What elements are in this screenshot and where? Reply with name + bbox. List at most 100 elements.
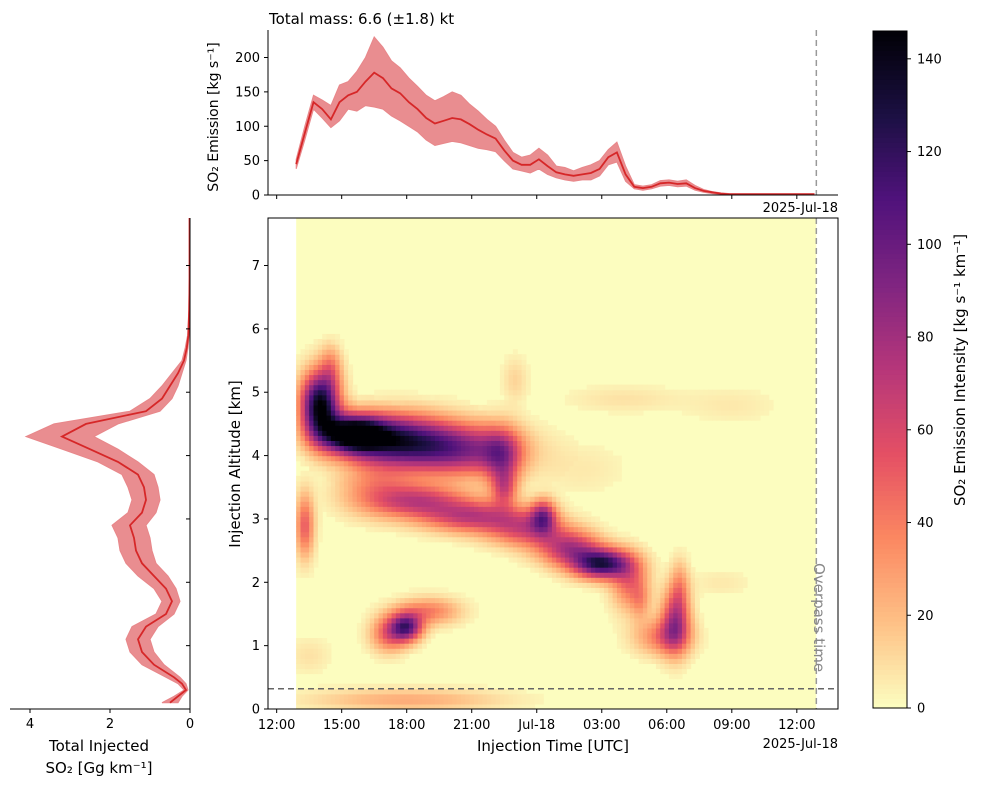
heatmap-cell [660, 658, 666, 664]
heatmap-cell [365, 415, 371, 421]
heatmap-cell [456, 501, 462, 507]
heatmap-cell [296, 668, 302, 675]
heatmap-cell [660, 612, 666, 619]
heatmap-cell [382, 389, 388, 396]
heatmap-cell [348, 425, 354, 431]
heatmap-cell [512, 460, 518, 467]
heatmap-cell [430, 475, 436, 482]
heatmap-cell [608, 617, 614, 624]
heatmap-cell [426, 526, 432, 533]
heatmap-cell [387, 496, 393, 502]
heatmap-cell [577, 389, 583, 396]
heatmap-cell [417, 415, 423, 421]
heatmap-cell [573, 440, 579, 447]
heatmap-cell [491, 703, 497, 709]
heatmap-cell [586, 556, 592, 563]
heatmap-cell [647, 632, 653, 639]
heatmap-cell [517, 470, 523, 477]
heatmap-cell [335, 693, 341, 700]
heatmap-cell [642, 602, 648, 609]
heatmap-cell [356, 511, 362, 517]
heatmap-cell [408, 465, 414, 472]
heatmap-cell [694, 638, 700, 644]
heatmap-cell [309, 668, 315, 675]
heatmap-cell [499, 698, 505, 705]
heatmap-cell [447, 693, 453, 700]
heatmap-cell [404, 683, 410, 690]
heatmap-cell [300, 572, 306, 578]
heatmap-cell [296, 551, 302, 558]
heatmap-cell [564, 572, 570, 578]
heatmap-cell [400, 648, 406, 654]
heatmap-cell [608, 404, 614, 411]
heatmap-cell [322, 435, 328, 441]
heatmap-cell [590, 567, 596, 573]
heatmap-cell [348, 465, 354, 472]
heatmap-cell [564, 506, 570, 512]
heatmap-cell [469, 607, 475, 614]
heatmap-cell [668, 597, 674, 604]
heatmap-cell [326, 688, 332, 695]
heatmap-cell [322, 344, 328, 350]
heatmap-cell [642, 638, 648, 644]
heatmap-cell [387, 420, 393, 426]
heatmap-cell [369, 460, 375, 467]
heatmap-cell [599, 546, 605, 553]
heatmap-cell [651, 394, 657, 401]
heatmap-cell [499, 435, 505, 441]
heatmap-cell [547, 521, 553, 528]
heatmap-cell [612, 460, 618, 467]
heatmap-cell [690, 643, 696, 649]
heatmap-cell [317, 531, 323, 538]
heatmap-cell [421, 480, 427, 487]
heatmap-cell [586, 582, 592, 588]
heatmap-cell [317, 374, 323, 381]
heatmap-cell [478, 435, 484, 441]
heatmap-cell [309, 480, 315, 487]
heatmap-cell [443, 409, 449, 416]
heatmap-cell [495, 475, 501, 482]
heatmap-cell [612, 622, 618, 629]
heatmap-cell [456, 622, 462, 629]
heatmap-cell [551, 480, 557, 487]
heatmap-cell [512, 379, 518, 386]
heatmap-cell [413, 648, 419, 654]
heatmap-cell [655, 567, 661, 573]
heatmap-cell [621, 643, 627, 649]
heatmap-cell [335, 511, 341, 517]
heatmap-cell [482, 404, 488, 411]
heatmap-cell [304, 349, 310, 355]
heatmap-cell [625, 394, 631, 401]
heatmap-cell [395, 703, 401, 709]
heatmap-cell [521, 688, 527, 695]
heatmap-cell [512, 521, 518, 528]
heatmap-cell [612, 404, 618, 411]
left-x-label-line2: SO₂ [Gg km⁻¹] [46, 759, 153, 777]
heatmap-cell [538, 526, 544, 533]
heatmap-cell [348, 430, 354, 436]
heatmap-cell [343, 359, 349, 365]
heatmap-cell [309, 445, 315, 452]
heatmap-cell [313, 384, 319, 391]
heatmap-cell [304, 703, 310, 709]
heatmap-cell [452, 506, 458, 512]
heatmap-cell [599, 572, 605, 578]
heatmap-cell [651, 562, 657, 568]
heatmap-cell [690, 612, 696, 619]
heatmap-cell [434, 420, 440, 426]
heatmap-cells [296, 218, 817, 709]
heatmap-cell [309, 693, 315, 700]
heatmap-cell [452, 597, 458, 604]
heatmap-cell [551, 516, 557, 523]
heatmap-cell [525, 546, 531, 553]
heatmap-cell [625, 607, 631, 614]
heatmap-cell [465, 617, 471, 624]
heatmap-cell [582, 450, 588, 457]
heatmap-cell [608, 582, 614, 588]
heatmap-cell [521, 389, 527, 396]
heatmap-cell [595, 577, 601, 583]
heatmap-cell [517, 698, 523, 705]
heatmap-cell [430, 420, 436, 426]
heatmap-cell [309, 551, 315, 558]
heatmap-cell [300, 698, 306, 705]
